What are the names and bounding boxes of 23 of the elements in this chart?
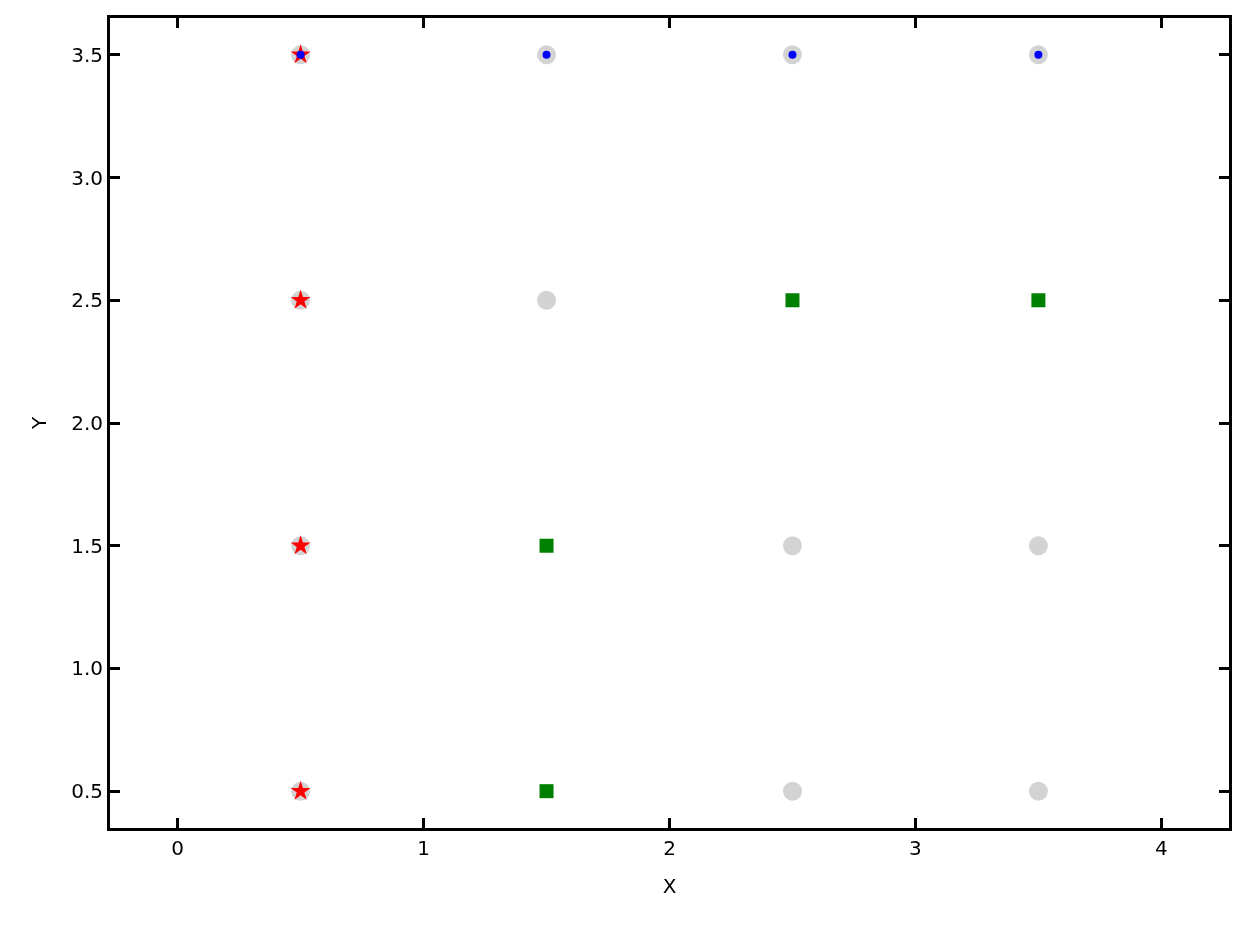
y-axis-title: Y	[26, 416, 51, 431]
x-tick-label: 1	[417, 836, 430, 860]
point	[782, 781, 802, 801]
point	[1028, 536, 1048, 556]
y-tick-label: 0.5	[71, 779, 103, 804]
x-tick-label: 3	[909, 836, 922, 860]
x-tick-label: 4	[1155, 836, 1168, 860]
y-tick-label: 2.5	[71, 288, 103, 313]
point	[539, 538, 554, 553]
y-tick-label: 2.0	[71, 411, 103, 435]
y-tick-label: 1.5	[71, 533, 103, 558]
point	[1031, 293, 1046, 308]
x-axis-title: X	[662, 873, 677, 898]
y-tick-label: 1.0	[71, 656, 103, 681]
point	[539, 784, 554, 799]
x-tick-label: 2	[663, 836, 676, 860]
point	[782, 536, 802, 556]
x-tick-label: 0	[171, 836, 184, 860]
point	[1028, 781, 1048, 801]
point	[537, 290, 557, 310]
y-tick-label: 3.5	[71, 42, 103, 67]
point	[785, 293, 800, 308]
y-tick-label: 3.0	[71, 165, 103, 190]
